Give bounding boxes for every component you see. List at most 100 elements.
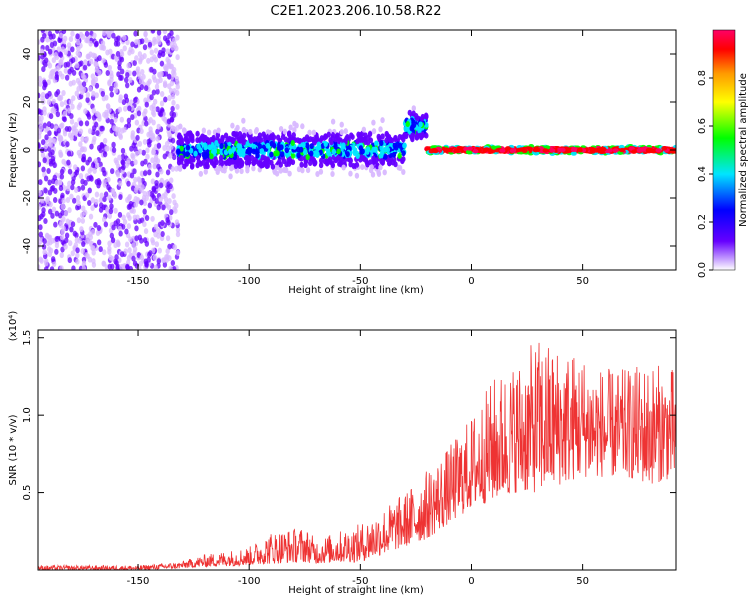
- heatmap-cell: [175, 54, 180, 61]
- heatmap-cell: [59, 101, 65, 108]
- heatmap-cell: [165, 217, 170, 224]
- heatmap-cell: [132, 97, 138, 104]
- heatmap-cell: [241, 126, 247, 133]
- heatmap-cell: [41, 243, 47, 250]
- heatmap-cell: [92, 136, 97, 143]
- heatmap-cell: [104, 145, 109, 152]
- heatmap-cell: [351, 163, 356, 170]
- heatmap-cell: [153, 264, 158, 270]
- heatmap-cell: [119, 49, 124, 56]
- heatmap-cell: [131, 154, 136, 161]
- heatmap-cell: [139, 84, 144, 91]
- heatmap-cell: [62, 35, 68, 42]
- heatmap-cell: [157, 39, 162, 46]
- heatmap-cell: [251, 160, 256, 167]
- heatmap-y-tick-label: -20: [22, 190, 33, 206]
- heatmap-cell: [85, 192, 90, 199]
- heatmap-cell: [60, 73, 65, 80]
- heatmap-cell: [40, 95, 45, 102]
- heatmap-cell: [367, 130, 373, 137]
- heatmap-cell: [60, 234, 65, 241]
- heatmap-cell: [230, 164, 235, 171]
- heatmap-cell: [170, 44, 176, 51]
- heatmap-cell: [63, 67, 69, 74]
- heatmap-cell: [125, 71, 130, 78]
- heatmap-cell: [85, 159, 90, 166]
- heatmap-cell: [324, 160, 330, 167]
- heatmap-cell: [213, 156, 218, 163]
- heatmap-cell: [51, 159, 56, 166]
- heatmap-cell: [141, 73, 146, 80]
- heatmap-cell: [170, 105, 175, 112]
- heatmap-cell: [307, 160, 313, 167]
- heatmap-cell: [102, 249, 107, 256]
- heatmap-cell: [169, 30, 174, 37]
- heatmap-cell: [74, 128, 79, 135]
- heatmap-cell: [152, 163, 157, 170]
- heatmap-cell: [297, 138, 302, 145]
- heatmap-cell: [418, 121, 423, 128]
- heatmap-cell: [44, 134, 49, 141]
- heatmap-cell: [114, 36, 119, 43]
- heatmap-y-tick-label: 40: [22, 48, 33, 61]
- heatmap-cell: [142, 221, 147, 228]
- heatmap-cell: [123, 76, 129, 83]
- heatmap-cell: [79, 84, 84, 91]
- heatmap-cell: [66, 107, 72, 114]
- heatmap-cell: [127, 105, 132, 112]
- heatmap-cell: [159, 91, 165, 98]
- heatmap-cell: [142, 237, 148, 244]
- heatmap-cell: [64, 232, 70, 239]
- heatmap-cell: [188, 131, 194, 138]
- heatmap-cell: [134, 39, 139, 46]
- heatmap-cell: [38, 264, 41, 270]
- heatmap-cell: [196, 158, 202, 165]
- heatmap-cell: [41, 166, 46, 173]
- heatmap-cell: [52, 138, 57, 145]
- heatmap-cell: [47, 90, 52, 97]
- heatmap-cell: [402, 142, 407, 149]
- heatmap-cell: [115, 171, 121, 178]
- heatmap-cell: [50, 68, 55, 75]
- heatmap-cell: [218, 154, 224, 161]
- heatmap-cell: [261, 131, 266, 138]
- heatmap-cell: [122, 219, 128, 226]
- heatmap-cell: [53, 123, 59, 130]
- heatmap-cell: [198, 170, 204, 177]
- heatmap-cell: [153, 223, 159, 230]
- heatmap-cell: [119, 251, 125, 258]
- heatmap-cell: [129, 172, 135, 179]
- heatmap-cell: [77, 237, 82, 244]
- colorbar-gradient: [712, 29, 736, 271]
- heatmap-cell: [169, 209, 174, 216]
- heatmap-cell: [139, 237, 144, 244]
- heatmap-cell: [137, 148, 143, 155]
- heatmap-cell: [494, 148, 501, 153]
- heatmap-cell: [120, 147, 126, 154]
- heatmap-cell: [305, 142, 310, 149]
- heatmap-cell: [245, 164, 250, 171]
- heatmap-cell: [99, 125, 104, 132]
- heatmap-cell: [67, 126, 72, 133]
- heatmap-cell: [156, 232, 161, 239]
- heatmap-cell: [156, 258, 162, 265]
- heatmap-cell: [178, 123, 183, 130]
- heatmap-cell: [158, 77, 163, 84]
- heatmap-cell: [38, 224, 43, 231]
- heatmap-cell: [65, 141, 70, 148]
- heatmap-cell: [50, 256, 56, 263]
- heatmap-cell: [54, 210, 60, 217]
- heatmap-cell: [392, 142, 398, 149]
- heatmap-cell: [223, 149, 229, 156]
- heatmap-cell: [453, 148, 460, 154]
- heatmap-cell: [75, 252, 80, 259]
- heatmap-cell: [257, 143, 263, 150]
- heatmap-cell: [341, 164, 346, 171]
- heatmap-cell: [56, 63, 62, 70]
- snr-x-tick-label: 50: [576, 576, 589, 587]
- heatmap-cell: [217, 165, 223, 172]
- heatmap-cell: [252, 136, 257, 143]
- colorbar-tick-label: 0.8: [697, 70, 708, 86]
- heatmap-cell: [300, 167, 305, 174]
- heatmap-cell: [126, 117, 132, 124]
